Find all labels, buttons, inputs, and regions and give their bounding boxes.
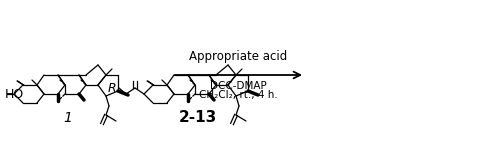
Text: HO: HO xyxy=(5,88,24,101)
Text: CH₂Cl₂, rt., 4 h.: CH₂Cl₂, rt., 4 h. xyxy=(199,90,278,100)
Text: R: R xyxy=(107,82,116,95)
Text: Appropriate acid: Appropriate acid xyxy=(189,50,287,63)
Text: 2-13: 2-13 xyxy=(179,111,217,126)
Text: DCC-DMAP: DCC-DMAP xyxy=(210,81,267,91)
Text: 1: 1 xyxy=(64,111,72,125)
